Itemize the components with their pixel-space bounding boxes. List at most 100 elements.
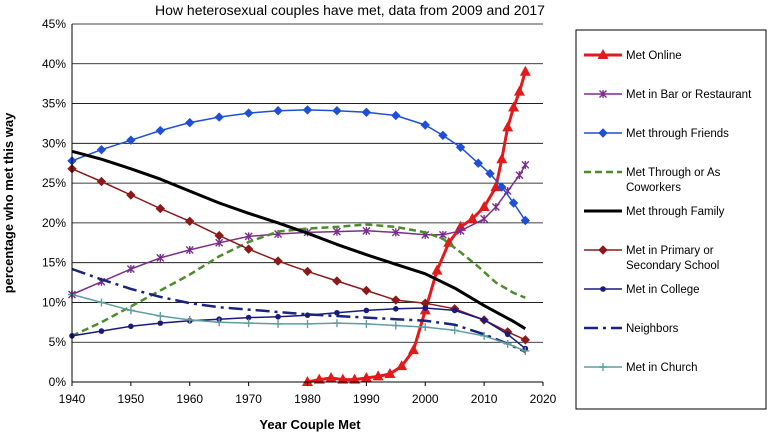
data-point xyxy=(480,331,489,340)
data-point xyxy=(503,339,512,348)
data-point xyxy=(275,313,281,320)
legend-label: Met in Bar or Restaurant xyxy=(626,89,752,101)
series-line xyxy=(307,71,527,384)
data-point xyxy=(420,120,430,130)
data-point xyxy=(599,90,607,98)
legend-label: Neighbors xyxy=(626,323,679,335)
data-point xyxy=(325,372,337,383)
data-point xyxy=(519,65,531,76)
data-point xyxy=(521,160,530,169)
x-tick-label: 1950 xyxy=(118,392,145,406)
data-point xyxy=(496,153,508,164)
legend: Met Online Met in Bar or Restaurant Met th… xyxy=(584,49,752,374)
data-point xyxy=(126,306,135,315)
data-point xyxy=(473,158,483,168)
data-point xyxy=(361,107,372,118)
data-point xyxy=(508,101,520,112)
legend-item: Met in Primary or Secondary School xyxy=(584,245,719,272)
series-7 xyxy=(71,267,526,353)
data-point xyxy=(599,363,607,371)
data-point xyxy=(334,309,340,316)
data-point xyxy=(481,317,487,323)
series-4 xyxy=(71,149,527,330)
y-axis-title: percentage who met this way xyxy=(1,112,16,293)
legend-item: Met in Church xyxy=(584,362,698,374)
data-point xyxy=(303,319,312,328)
y-tick-label: 45% xyxy=(42,17,66,31)
gridlines xyxy=(72,23,543,383)
data-point xyxy=(126,265,135,274)
data-point xyxy=(302,376,313,386)
data-point xyxy=(337,373,349,384)
data-point xyxy=(244,232,253,241)
legend-item: Neighbors xyxy=(584,323,679,335)
data-point xyxy=(600,286,606,292)
data-point xyxy=(391,110,401,121)
data-point xyxy=(521,346,530,355)
series-5 xyxy=(67,164,531,345)
data-point xyxy=(96,144,107,155)
legend-item: Met in Bar or Restaurant xyxy=(584,89,752,101)
data-point xyxy=(332,319,341,328)
data-point xyxy=(504,331,511,338)
legend-label: Met in Church xyxy=(626,362,698,374)
series-2 xyxy=(67,105,531,226)
data-point xyxy=(361,285,372,296)
legend-item: Met in College xyxy=(584,284,700,296)
data-point xyxy=(478,200,490,211)
legend-box xyxy=(575,29,767,410)
legend-label: Met through Friends xyxy=(626,128,729,140)
x-tick-label: 2020 xyxy=(530,392,557,406)
series-3 xyxy=(71,223,526,338)
data-point xyxy=(597,49,609,59)
data-point xyxy=(515,171,524,180)
data-point xyxy=(128,323,134,330)
y-tick-label: 40% xyxy=(42,57,66,71)
data-point xyxy=(362,226,371,235)
legend-item: Met through Family xyxy=(584,206,725,218)
data-point xyxy=(450,326,459,335)
x-tick-label: 2010 xyxy=(471,392,498,406)
x-tick-label: 2000 xyxy=(412,392,439,406)
data-point xyxy=(362,319,371,328)
data-point xyxy=(520,335,531,345)
data-point xyxy=(598,245,608,255)
legend-label: Met in Primary or Secondary School xyxy=(626,245,719,272)
data-point xyxy=(96,176,107,187)
y-tick-label: 25% xyxy=(42,176,66,190)
data-point xyxy=(407,344,419,355)
data-point xyxy=(185,315,194,324)
data-point xyxy=(302,266,313,277)
data-point xyxy=(214,112,224,122)
data-point xyxy=(274,319,283,328)
data-point xyxy=(245,314,252,321)
data-point xyxy=(155,125,166,136)
series-0 xyxy=(302,65,531,386)
x-tick-label: 1960 xyxy=(176,392,203,406)
series-line xyxy=(71,223,526,338)
y-tick-label: 20% xyxy=(42,216,66,230)
data-point xyxy=(156,311,165,320)
data-point xyxy=(503,187,512,196)
y-tick-label: 35% xyxy=(42,97,66,111)
data-point xyxy=(497,182,507,192)
y-tick-label: 5% xyxy=(49,335,67,349)
series-line xyxy=(71,149,527,330)
chart-title: How heterosexual couples have met, data … xyxy=(155,2,545,18)
data-point xyxy=(332,106,342,116)
data-point xyxy=(304,312,311,318)
data-point xyxy=(97,298,106,307)
data-point xyxy=(243,108,254,118)
data-point xyxy=(520,215,531,226)
legend-item: Met Through or As Coworkers xyxy=(584,167,721,194)
data-point xyxy=(363,307,370,314)
data-point xyxy=(422,305,429,311)
data-point xyxy=(391,228,400,237)
data-point xyxy=(349,373,361,384)
y-tick-label: 0% xyxy=(49,375,67,389)
data-point xyxy=(480,214,489,223)
series-line xyxy=(71,267,526,353)
y-tick-label: 30% xyxy=(42,136,66,150)
data-point xyxy=(491,202,500,211)
data-point xyxy=(391,321,400,330)
